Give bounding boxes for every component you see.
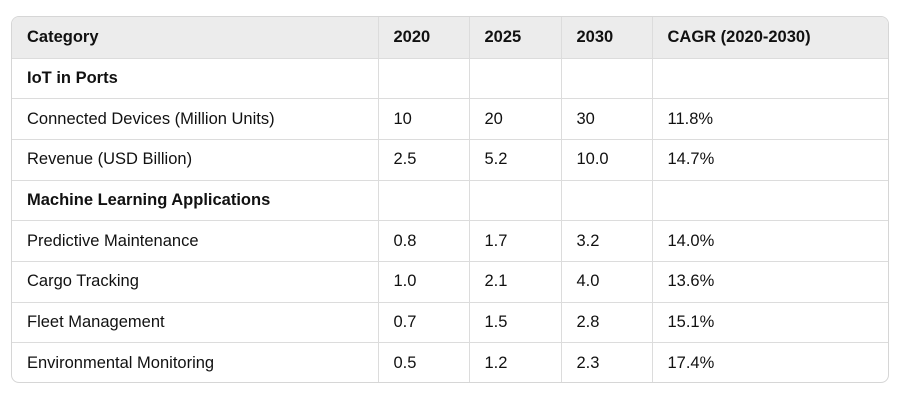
value-2025-cell: 1.2 [469, 342, 562, 382]
cagr-cell: 14.7% [652, 139, 888, 181]
data-table-container: Category 2020 2025 2030 CAGR (2020-2030)… [11, 16, 889, 383]
table-header: Category 2020 2025 2030 CAGR (2020-2030) [12, 17, 888, 59]
value-2030-cell: 3.2 [561, 220, 653, 262]
table-body: IoT in Ports Connected Devices (Million U… [12, 58, 888, 382]
header-row: Category 2020 2025 2030 CAGR (2020-2030) [12, 17, 888, 59]
value-2025-cell [469, 180, 562, 222]
header-2025: 2025 [469, 17, 562, 59]
cagr-cell: 13.6% [652, 261, 888, 303]
header-2030: 2030 [561, 17, 653, 59]
data-table: Category 2020 2025 2030 CAGR (2020-2030)… [12, 17, 888, 382]
table-row: Predictive Maintenance 0.8 1.7 3.2 14.0% [12, 220, 888, 262]
group-label-cell: IoT in Ports [12, 58, 379, 100]
category-cell: Environmental Monitoring [12, 342, 379, 382]
header-category: Category [12, 17, 379, 59]
cagr-cell: 17.4% [667, 353, 715, 372]
value-2030-cell: 10.0 [561, 139, 653, 181]
cagr-cell: 11.8% [652, 98, 888, 140]
value-2025-cell [469, 58, 562, 100]
value-2020-cell: 0.5 [378, 342, 470, 382]
value-2025-cell: 1.7 [469, 220, 562, 262]
value-2020-cell: 2.5 [378, 139, 470, 181]
group-label-cell: Machine Learning Applications [12, 180, 379, 222]
value-2025-cell: 5.2 [469, 139, 562, 181]
value-2030-cell: 2.3 [561, 342, 653, 382]
table-row: Environmental Monitoring 0.5 1.2 2.3 17.4% [12, 342, 888, 382]
cagr-cell [652, 180, 888, 222]
value-2020-cell [378, 180, 470, 222]
group-header-row: Machine Learning Applications [12, 180, 888, 222]
category-cell: Fleet Management [12, 302, 379, 344]
value-2020-cell: 0.7 [378, 302, 470, 344]
table-row: Fleet Management 0.7 1.5 2.8 15.1% [12, 302, 888, 344]
category-cell: Cargo Tracking [12, 261, 379, 303]
value-2020-cell: 0.8 [378, 220, 470, 262]
category-cell: Connected Devices (Million Units) [12, 98, 379, 140]
value-2020-cell [378, 58, 470, 100]
header-cagr: CAGR (2020-2030) [652, 17, 888, 59]
value-2030-cell [561, 180, 653, 222]
cagr-cell: 15.1% [652, 302, 888, 344]
group-header-row: IoT in Ports [12, 58, 888, 100]
category-cell: Revenue (USD Billion) [12, 139, 379, 181]
value-2030-cell [561, 58, 653, 100]
value-2030-cell: 4.0 [561, 261, 653, 303]
cagr-cell [652, 58, 888, 100]
value-2020-cell: 10 [378, 98, 470, 140]
table-row: Revenue (USD Billion) 2.5 5.2 10.0 14.7% [12, 139, 888, 181]
value-2030-cell: 30 [561, 98, 653, 140]
value-2025-cell: 20 [469, 98, 562, 140]
table-row: Cargo Tracking 1.0 2.1 4.0 13.6% [12, 261, 888, 303]
category-cell: Predictive Maintenance [12, 220, 379, 262]
value-2030-cell: 2.8 [561, 302, 653, 344]
value-2020-cell: 1.0 [378, 261, 470, 303]
cagr-cell: 14.0% [652, 220, 888, 262]
table-row: Connected Devices (Million Units) 10 20 30 1… [12, 98, 888, 140]
header-2020: 2020 [378, 17, 470, 59]
value-2025-cell: 1.5 [469, 302, 562, 344]
value-2025-cell: 2.1 [469, 261, 562, 303]
